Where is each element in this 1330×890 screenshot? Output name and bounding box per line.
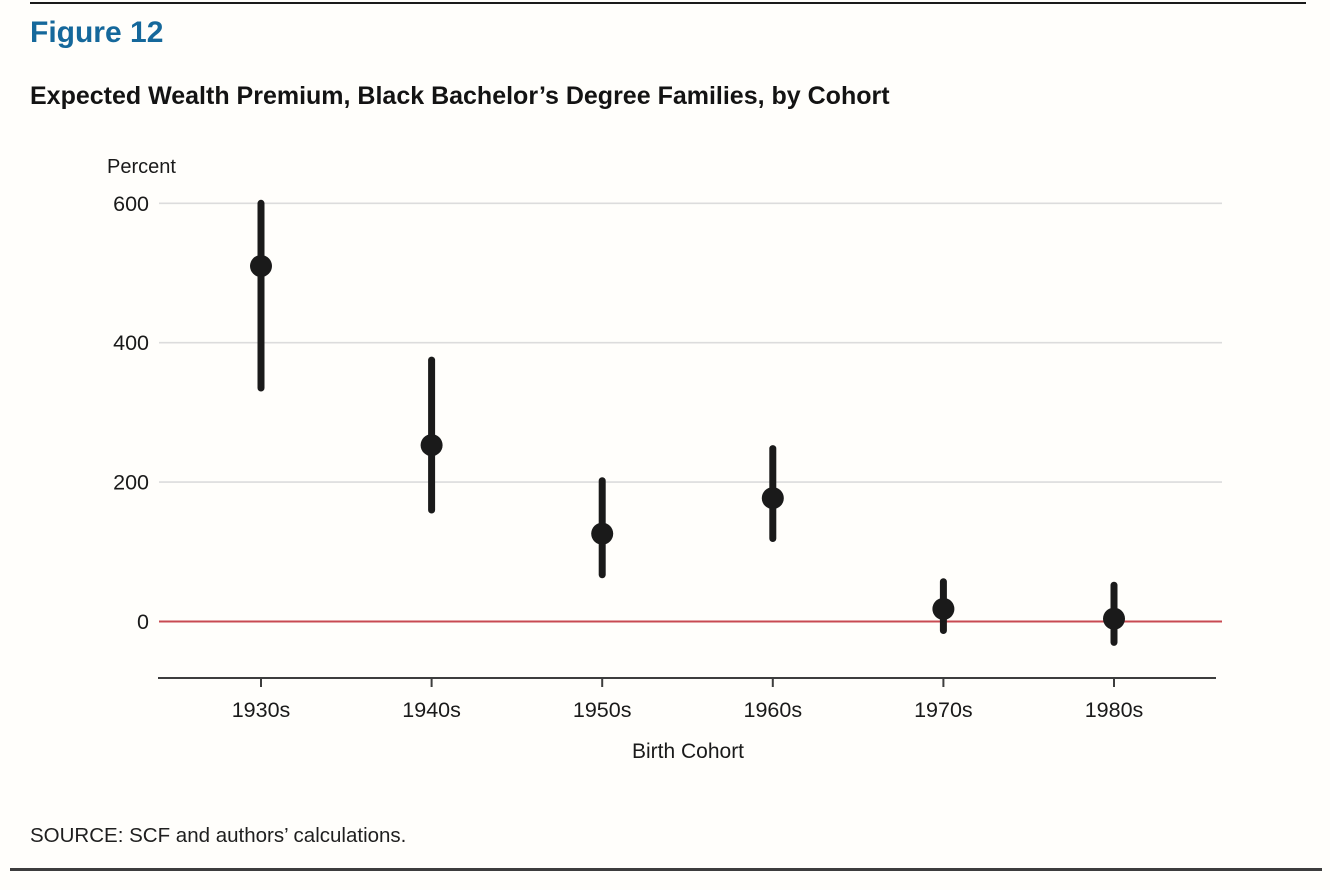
- y-tick-label: 0: [137, 610, 149, 634]
- data-point: [250, 255, 272, 278]
- source-note: SOURCE: SCF and authors’ calculations.: [30, 824, 407, 847]
- data-point: [932, 597, 955, 620]
- bottom-rule: [10, 868, 1322, 871]
- x-tick-label: 1940s: [402, 698, 461, 722]
- x-tick-label: 1970s: [914, 698, 973, 722]
- figure-label: Figure 12: [30, 16, 164, 49]
- data-point: [1103, 607, 1125, 630]
- x-tick-label: 1980s: [1085, 698, 1144, 722]
- y-axis-title: Percent: [107, 156, 176, 178]
- y-tick-label: 200: [113, 471, 149, 495]
- data-point: [420, 434, 443, 457]
- figure-title: Expected Wealth Premium, Black Bachelor’…: [30, 82, 890, 110]
- top-rule: [30, 2, 1306, 4]
- y-tick-label: 400: [113, 331, 149, 355]
- data-point: [591, 522, 614, 545]
- x-axis-title: Birth Cohort: [631, 740, 745, 763]
- data-point: [761, 487, 784, 510]
- x-tick-label: 1960s: [744, 698, 803, 722]
- x-tick-label: 1950s: [573, 698, 632, 722]
- y-tick-label: 600: [113, 192, 149, 216]
- x-tick-label: 1930s: [232, 698, 291, 722]
